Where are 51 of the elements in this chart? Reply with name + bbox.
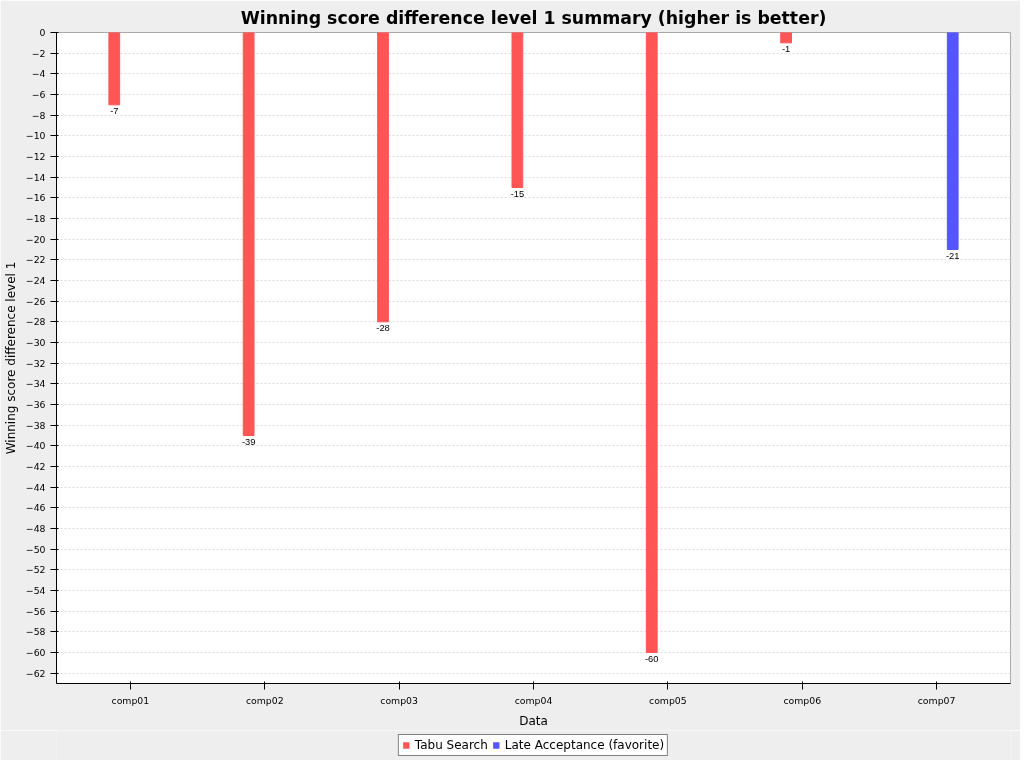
y-tick-label: −10 (25, 130, 46, 142)
y-tick-label: −50 (25, 543, 46, 555)
y-tick-label: −24 (25, 275, 46, 286)
y-tick-label: −20 (25, 233, 46, 245)
data-label: -7 (110, 105, 119, 116)
y-tick-label: −8 (31, 109, 46, 121)
y-tick-label: −16 (25, 192, 46, 204)
y-tick-label: −32 (25, 357, 46, 369)
y-tick-label: −48 (25, 523, 46, 534)
y-tick-label: −54 (25, 585, 46, 596)
x-tick-label: comp06 (783, 694, 822, 706)
x-tick-label: comp02 (245, 694, 284, 706)
x-tick-label: comp07 (917, 694, 956, 706)
x-tick-label: comp04 (514, 694, 553, 706)
y-tick-label: −58 (25, 626, 46, 638)
y-tick-label: −12 (25, 151, 46, 162)
y-tick-label: −44 (25, 481, 46, 493)
x-tick-label: comp03 (380, 694, 419, 706)
y-tick-label: −14 (25, 171, 46, 183)
y-tick-label: −60 (25, 647, 46, 658)
data-label: -28 (376, 322, 390, 333)
data-label: -60 (645, 653, 659, 664)
data-label: -21 (945, 250, 960, 261)
x-tick-label: comp01 (111, 694, 150, 706)
y-tick-label: 0 (39, 27, 46, 38)
data-label: -15 (510, 188, 525, 199)
data-label: -39 (241, 436, 256, 447)
legend-label: Tabu Search (414, 738, 488, 752)
y-tick-label: −42 (25, 461, 46, 472)
y-tick-label: −22 (25, 254, 46, 266)
y-tick-label: −18 (25, 213, 46, 224)
y-tick-label: −28 (25, 316, 46, 328)
y-axis-title: Winning score difference level 1 (3, 261, 18, 455)
y-tick-label: −30 (25, 337, 46, 348)
data-label: -1 (781, 43, 791, 54)
x-axis-title: Data (519, 713, 548, 728)
x-tick-label: comp05 (649, 694, 687, 706)
y-tick-label: −36 (25, 399, 46, 410)
y-tick-label: −26 (25, 295, 46, 307)
legend-label: Late Acceptance (favorite) (504, 738, 665, 752)
y-tick-label: −6 (31, 89, 46, 100)
y-tick-label: −40 (25, 440, 46, 452)
y-tick-label: −62 (25, 667, 46, 679)
y-tick-label: −38 (25, 419, 46, 431)
y-tick-label: −52 (25, 564, 46, 576)
chart-title: Winning score difference level 1 summary (higher is better) (240, 7, 827, 28)
y-tick-label: −46 (25, 502, 46, 514)
y-tick-label: −34 (25, 378, 46, 390)
y-tick-label: −4 (31, 68, 46, 80)
y-tick-label: −2 (31, 47, 46, 59)
y-tick-label: −56 (25, 605, 46, 617)
